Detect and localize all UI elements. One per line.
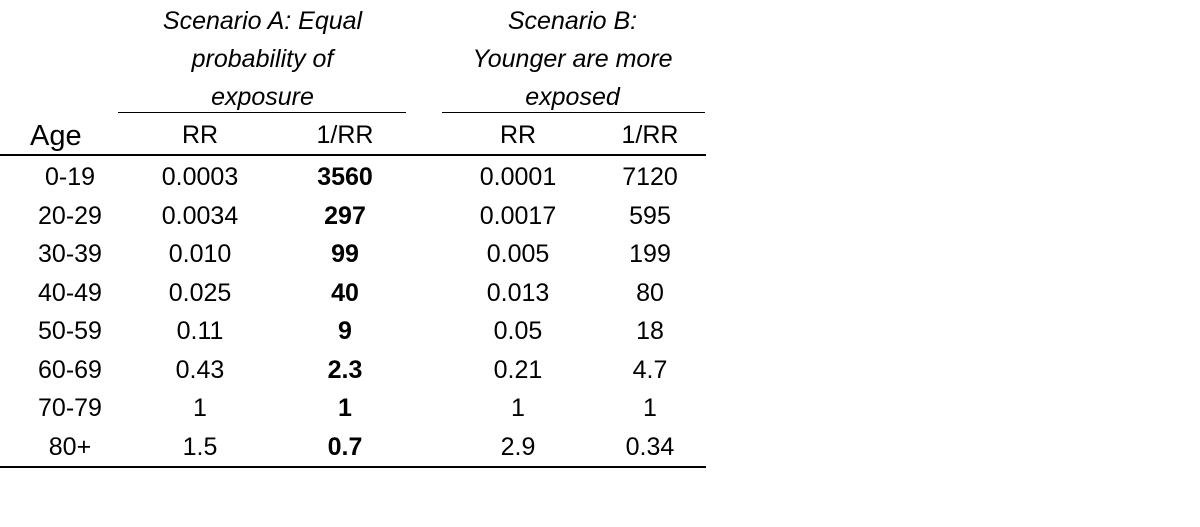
cell-a-inv-rr: 1 (338, 394, 352, 422)
cell-age: 20-29 (38, 201, 102, 230)
cell-a-inv-rr: 40 (331, 278, 359, 307)
cell-b-rr: 2.9 (500, 432, 536, 461)
table-row: 60-69 0.43 2.3 0.21 4.7 (0, 351, 720, 389)
cell-age: 30-39 (38, 240, 102, 268)
cell-a-rr: 1.5 (182, 432, 218, 461)
cell-b-rr: 1 (511, 394, 525, 422)
cell-b-rr: 0.013 (486, 278, 550, 307)
cell-b-rr: 0.005 (486, 240, 550, 268)
scenario-b-rule (442, 112, 705, 113)
table-row: 20-29 0.0034 297 0.0017 595 (0, 197, 720, 235)
scenario-a-line: exposure (211, 83, 314, 111)
cell-b-inv-rr: 7120 (622, 163, 678, 191)
cell-age: 70-79 (38, 394, 102, 422)
cell-age: 60-69 (38, 355, 102, 384)
cell-b-rr: 0.0001 (479, 163, 557, 191)
cell-a-inv-rr: 99 (331, 240, 359, 268)
cell-a-rr: 0.43 (175, 355, 225, 384)
cell-a-rr: 1 (193, 394, 207, 422)
cell-age: 80+ (48, 432, 92, 461)
cell-a-inv-rr: 297 (324, 201, 366, 230)
scenario-a-header: Scenario A: Equal probability of exposur… (120, 2, 405, 116)
cell-a-inv-rr: 3560 (317, 163, 373, 191)
cell-a-rr: 0.0003 (161, 163, 239, 191)
cell-b-inv-rr: 4.7 (632, 355, 668, 384)
cell-age: 0-19 (44, 163, 96, 191)
cell-a-rr: 0.11 (176, 317, 224, 345)
cell-b-inv-rr: 0.34 (625, 432, 675, 461)
scenario-b-header: Scenario B: Younger are more exposed (440, 2, 705, 116)
table-row: 70-79 1 1 1 1 (0, 389, 720, 427)
cell-a-rr: 0.010 (168, 240, 232, 268)
column-header-a-rr: RR (181, 121, 219, 149)
table-row: 0-19 0.0003 3560 0.0001 7120 (0, 158, 720, 196)
table-row: 50-59 0.11 9 0.05 18 (0, 312, 720, 350)
column-header-b-rr: RR (499, 121, 537, 149)
scenario-b-line: Younger are more (472, 45, 673, 73)
scenario-b-line: Scenario B: (507, 7, 638, 35)
cell-a-rr: 0.025 (168, 278, 232, 307)
cell-a-inv-rr: 2.3 (327, 355, 363, 384)
column-header-a-inv-rr: 1/RR (316, 121, 374, 149)
cell-a-rr: 0.0034 (161, 201, 239, 230)
cell-b-inv-rr: 80 (636, 278, 664, 307)
scenario-a-line: Scenario A: Equal (162, 7, 363, 35)
column-header-b-inv-rr: 1/RR (621, 121, 679, 149)
bottom-rule (0, 466, 706, 468)
scenario-a-rule (118, 112, 406, 113)
cell-a-inv-rr: 9 (338, 317, 352, 345)
header-rule (0, 154, 706, 156)
table-row: 40-49 0.025 40 0.013 80 (0, 274, 720, 312)
cell-a-inv-rr: 0.7 (327, 432, 363, 461)
cell-age: 50-59 (38, 317, 102, 345)
cell-b-inv-rr: 1 (643, 394, 657, 422)
column-header-age: Age (30, 120, 82, 152)
cell-b-inv-rr: 18 (636, 317, 664, 345)
cell-b-inv-rr: 199 (629, 240, 671, 268)
scenario-a-line: probability of (191, 45, 334, 73)
cell-b-rr: 0.21 (493, 355, 543, 384)
cell-age: 40-49 (38, 278, 102, 307)
cell-b-rr: 0.05 (493, 317, 543, 345)
scenario-b-line: exposed (525, 83, 620, 111)
cell-b-inv-rr: 595 (629, 201, 671, 230)
table-row: 80+ 1.5 0.7 2.9 0.34 (0, 428, 720, 466)
table-row: 30-39 0.010 99 0.005 199 (0, 235, 720, 273)
cell-b-rr: 0.0017 (479, 201, 557, 230)
